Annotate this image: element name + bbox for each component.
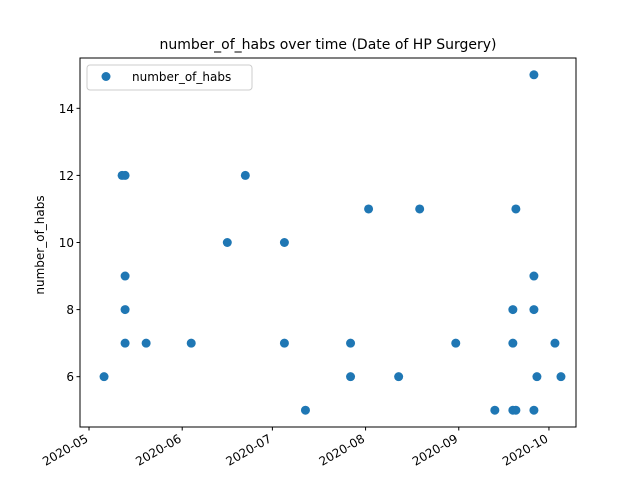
data-point [99, 372, 109, 382]
data-point [120, 271, 130, 281]
data-point [550, 338, 560, 348]
data-point [346, 372, 356, 382]
data-point [451, 338, 461, 348]
legend-marker [101, 72, 111, 81]
data-point [279, 338, 289, 348]
data-point [364, 204, 374, 214]
legend-box [86, 64, 253, 91]
data-point [240, 170, 250, 180]
data-point [120, 338, 130, 348]
data-point [508, 338, 518, 348]
data-point [511, 204, 521, 214]
y-axis-label: number_of_habs [33, 195, 47, 294]
data-point [120, 170, 130, 180]
data-point [120, 305, 130, 315]
data-point [511, 405, 521, 415]
data-point [529, 305, 539, 315]
data-point [222, 238, 232, 247]
y-tick-label: 10 [59, 236, 74, 250]
data-point [415, 204, 425, 214]
plot-frame [79, 57, 577, 428]
data-point [394, 372, 404, 382]
data-points [99, 70, 566, 415]
data-point [279, 238, 289, 247]
y-tick-label: 6 [66, 370, 74, 384]
legend-label: number_of_habs [132, 70, 231, 84]
y-tick-label: 14 [59, 102, 74, 116]
data-point [346, 338, 356, 348]
data-point [300, 405, 310, 415]
data-point [529, 271, 539, 281]
legend: number_of_habs [86, 64, 253, 91]
chart-title: number_of_habs over time (Date of HP Sur… [160, 37, 497, 53]
y-axis-ticks: 6 8 10 12 14 [59, 102, 80, 384]
data-point [490, 405, 500, 415]
data-point [529, 405, 539, 415]
plot-area [80, 58, 576, 427]
data-point [556, 372, 566, 382]
y-tick-label: 8 [66, 303, 74, 317]
data-point [532, 372, 542, 382]
data-point [186, 338, 196, 348]
data-point [141, 338, 151, 348]
data-point [529, 70, 539, 80]
y-tick-label: 12 [59, 169, 74, 183]
data-point [508, 305, 518, 315]
